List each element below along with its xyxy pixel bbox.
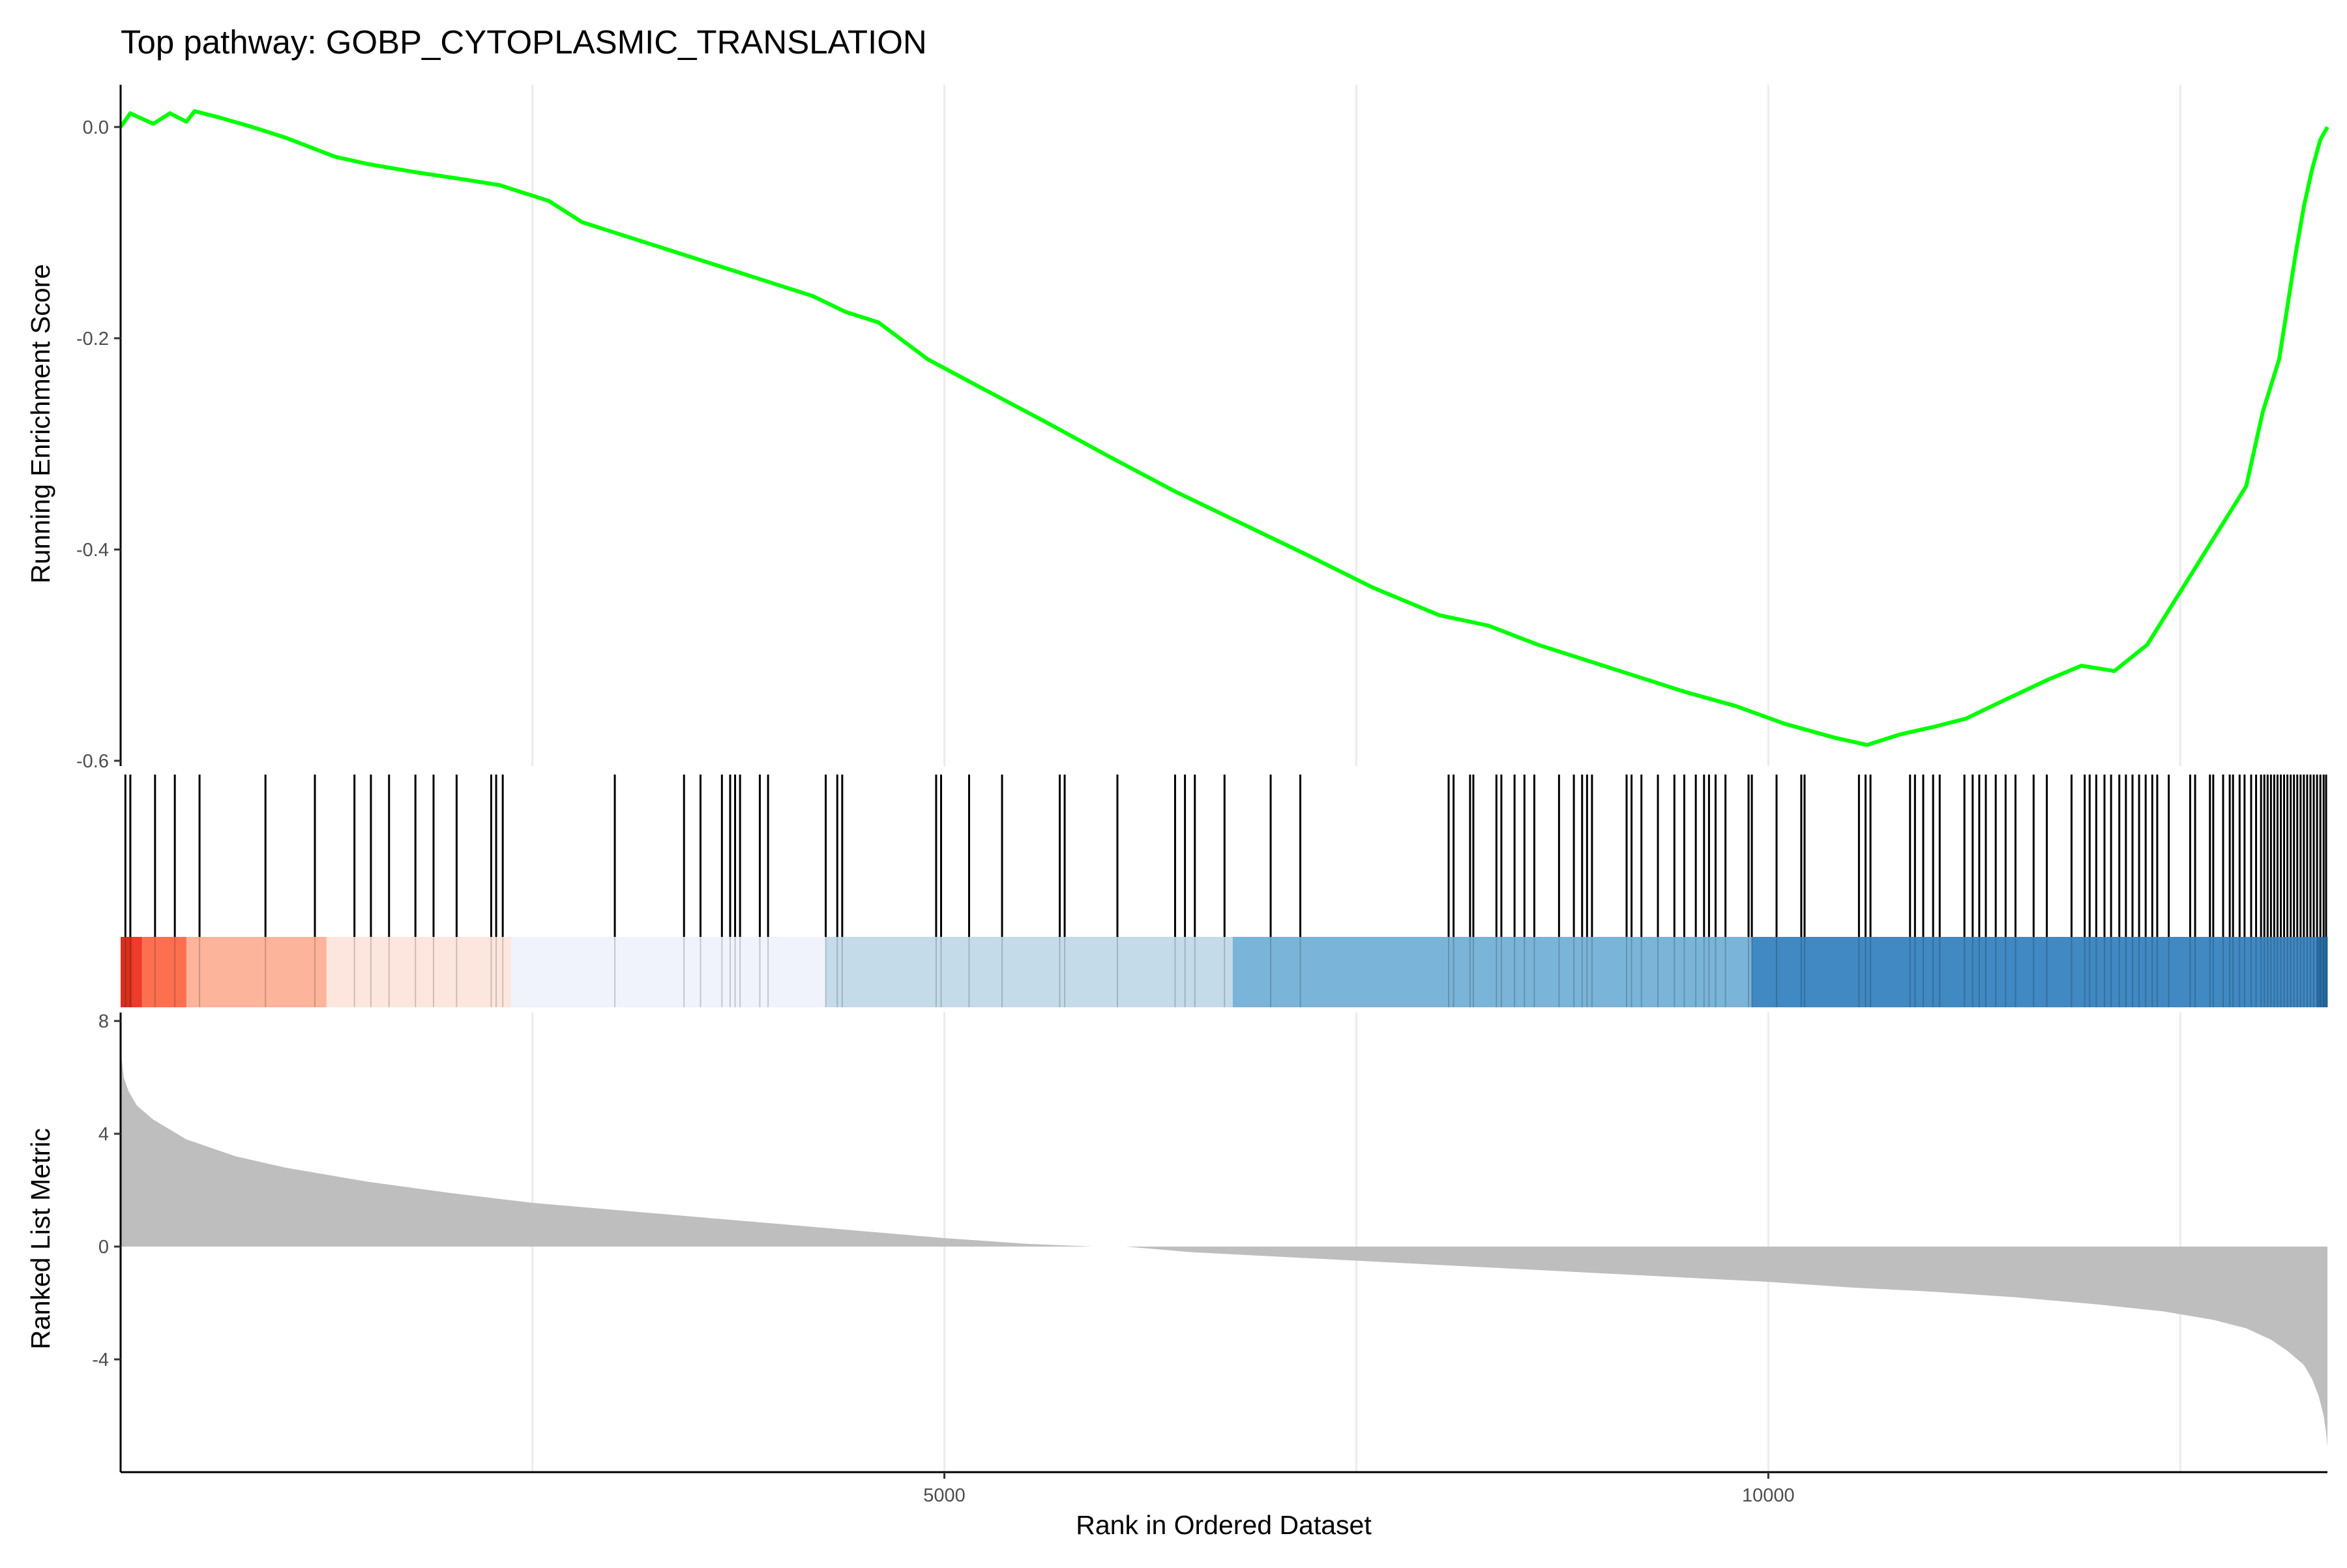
color-band-segment [186,937,327,1007]
metric-y-tick-label: -4 [92,1350,109,1370]
enrichment-y-tick-label: -0.6 [76,751,109,772]
enrichment-y-axis-title: Running Enrichment Score [25,264,55,584]
metric-y-tick-label: 4 [98,1124,109,1145]
x-axis: 5000 10000 [121,1471,2327,1506]
enrichment-y-tick-label: -0.4 [76,540,109,561]
color-band-segment [326,937,512,1007]
metric-y-axis-title: Ranked List Metric [25,1128,55,1350]
rank-color-band [121,937,2328,1007]
color-band-segment [121,937,132,1007]
color-band-segment [132,937,143,1007]
enrichment-y-tick-label: 0.0 [83,117,109,138]
enrichment-gridlines [531,85,2181,766]
x-axis-title: Rank in Ordered Dataset [1076,1510,1372,1540]
enrichment-y-tick-label: -0.2 [76,329,109,349]
color-band-segment [1752,937,2318,1007]
ranked-metric-area [121,1049,2327,1447]
x-tick-label: 10000 [1742,1485,1795,1506]
enrichment-y-axis: 0.0 -0.2 -0.4 -0.6 [76,85,122,772]
color-band-segment [1232,937,1752,1007]
color-band-segment [2317,937,2328,1007]
hit-rug [124,775,2327,937]
enrichment-score-line [119,109,2329,747]
metric-y-tick-label: 0 [98,1237,109,1258]
color-band-segment [141,937,187,1007]
color-band-segment [825,937,1233,1007]
color-band-segment [510,937,827,1007]
x-tick-label: 5000 [923,1485,966,1506]
hit-rug-overlay [125,937,2327,1007]
metric-gridlines [531,1013,2181,1472]
metric-y-axis: 8 4 0 -4 [92,1011,122,1472]
metric-y-tick-label: 8 [98,1011,109,1032]
plot-title: Top pathway: GOBP_CYTOPLASMIC_TRANSLATIO… [121,23,927,61]
